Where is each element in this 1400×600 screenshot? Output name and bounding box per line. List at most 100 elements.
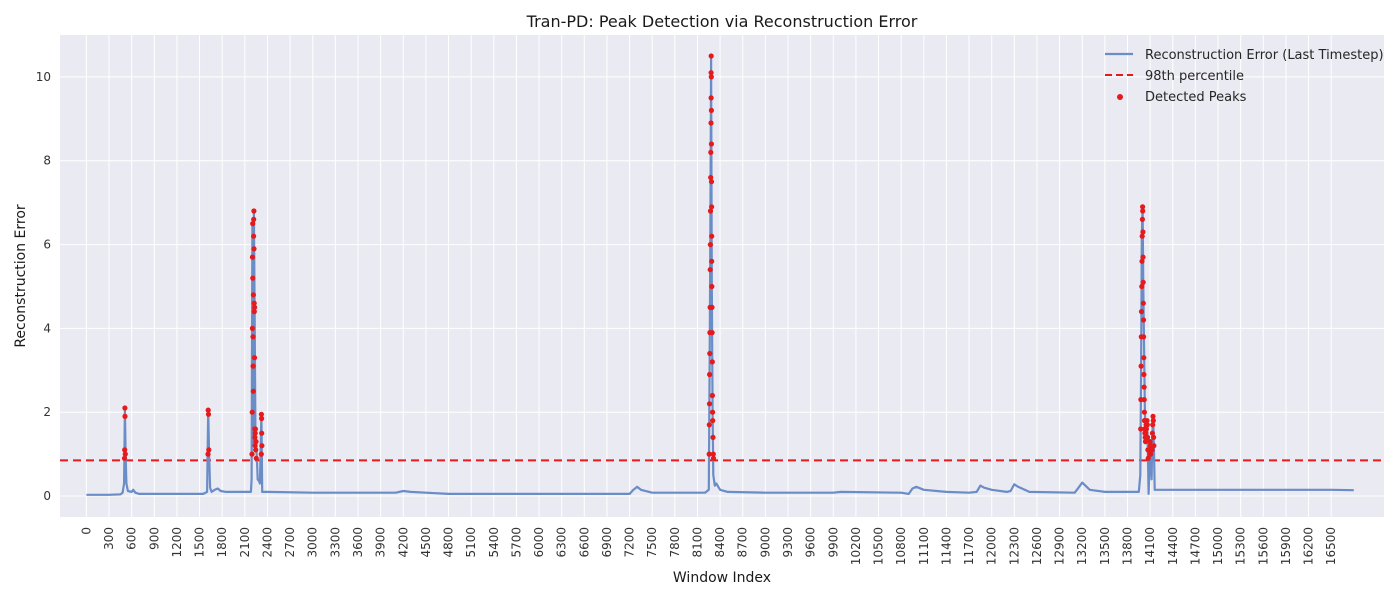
x-tick-label: 9300: [781, 527, 795, 558]
x-tick-label: 5700: [509, 527, 523, 558]
peak-point: [1145, 455, 1151, 461]
x-tick-label: 8100: [690, 527, 704, 558]
peak-point: [250, 334, 256, 340]
legend-label-threshold: 98th percentile: [1145, 69, 1244, 84]
peak-point: [205, 407, 211, 413]
x-tick-label: 8400: [713, 527, 727, 558]
x-tick-label: 14100: [1143, 527, 1157, 565]
x-tick-label: 3900: [374, 527, 388, 558]
x-tick-label: 1500: [193, 527, 207, 558]
x-tick-label: 12300: [1007, 527, 1021, 565]
peak-point: [707, 242, 714, 248]
peak-point: [259, 430, 265, 436]
x-tick-label: 15600: [1256, 527, 1270, 565]
peak-point: [1151, 443, 1157, 449]
x-tick-label: 9600: [804, 527, 818, 558]
peak-point: [707, 208, 714, 214]
x-tick-label: 5100: [464, 527, 478, 558]
peak-point: [250, 388, 256, 394]
x-tick-label: 6300: [555, 527, 569, 558]
x-axis-label: Window Index: [673, 570, 771, 586]
x-tick-label: 5400: [487, 527, 501, 558]
peak-point: [708, 174, 714, 181]
peak-point: [1144, 418, 1150, 424]
x-tick-label: 9000: [758, 527, 772, 558]
legend-peak-swatch: [1117, 94, 1123, 100]
x-tick-label: 8700: [736, 527, 750, 558]
x-tick-labels: 0 300 600 900 1200 1500 1800 2100 2400 2700 3000 33…: [79, 527, 1338, 565]
x-tick-label: 12600: [1030, 527, 1044, 565]
peak-point: [258, 451, 264, 457]
y-axis-label: Reconstruction Error: [13, 204, 29, 348]
peak-point: [709, 204, 715, 210]
x-tick-label: 10500: [872, 527, 886, 565]
x-tick-label: 14400: [1166, 527, 1180, 565]
peak-point: [253, 455, 259, 461]
peak-point: [206, 447, 212, 453]
peak-point: [1147, 439, 1153, 445]
peak-point: [709, 359, 715, 365]
peak-point: [708, 74, 714, 80]
x-tick-label: 12900: [1053, 527, 1067, 565]
peak-point: [122, 451, 128, 457]
y-tick-labels: 0 2 4 6 8 10: [36, 70, 51, 503]
peak-point: [249, 254, 256, 260]
x-tick-label: 14700: [1188, 527, 1202, 565]
legend: Reconstruction Error (Last Timestep) 98t…: [1105, 48, 1384, 105]
peak-point: [1140, 229, 1146, 235]
peak-point: [1144, 422, 1150, 428]
y-tick-label: 10: [36, 70, 51, 84]
plot-area: [60, 35, 1384, 517]
peak-point: [710, 455, 717, 461]
peak-point: [1139, 216, 1145, 222]
legend-label-line: Reconstruction Error (Last Timestep): [1145, 48, 1384, 63]
peak-point: [1139, 283, 1145, 290]
x-tick-label: 7500: [645, 527, 659, 558]
peak-point: [1140, 279, 1146, 285]
peak-point: [252, 426, 258, 432]
peak-point: [706, 401, 713, 407]
x-tick-label: 7200: [623, 527, 637, 558]
peak-point: [1148, 451, 1154, 457]
x-tick-label: 13200: [1075, 527, 1089, 565]
peak-point: [1139, 258, 1145, 264]
peak-point: [1150, 422, 1156, 428]
peak-point: [250, 221, 256, 227]
peak-point: [251, 216, 257, 222]
peak-point: [1141, 397, 1147, 403]
x-tick-label: 3300: [328, 527, 342, 558]
x-tick-label: 2400: [260, 527, 274, 558]
peak-point: [1143, 430, 1149, 436]
grid: [60, 35, 1384, 517]
peak-point: [709, 258, 715, 264]
x-tick-label: 6900: [600, 527, 614, 558]
peak-point: [251, 233, 257, 239]
peak-point: [1149, 447, 1155, 453]
peak-point: [253, 439, 259, 445]
peak-point: [1140, 204, 1146, 210]
x-tick-label: 6600: [577, 527, 591, 558]
x-tick-label: 15900: [1279, 527, 1293, 565]
x-tick-label: 6000: [532, 527, 546, 558]
peak-point: [250, 275, 256, 281]
x-tick-label: 1800: [215, 527, 229, 558]
x-tick-label: 12000: [985, 527, 999, 565]
peak-point: [709, 304, 715, 310]
x-tick-label: 3600: [351, 527, 365, 558]
peak-point: [707, 350, 713, 357]
x-tick-label: 4800: [442, 527, 456, 558]
x-tick-label: 300: [102, 527, 116, 550]
peak-point: [708, 179, 715, 185]
peak-point: [710, 409, 716, 415]
peak-point: [252, 434, 258, 440]
peak-point: [708, 120, 714, 126]
peak-point: [708, 95, 714, 101]
peak-point: [709, 392, 716, 399]
peak-point: [251, 309, 257, 315]
peak-point: [251, 208, 257, 214]
peak-point: [1139, 233, 1145, 239]
peak-point: [252, 430, 258, 436]
peak-point: [251, 355, 258, 361]
peak-point: [251, 246, 257, 252]
x-tick-label: 15000: [1211, 527, 1225, 565]
